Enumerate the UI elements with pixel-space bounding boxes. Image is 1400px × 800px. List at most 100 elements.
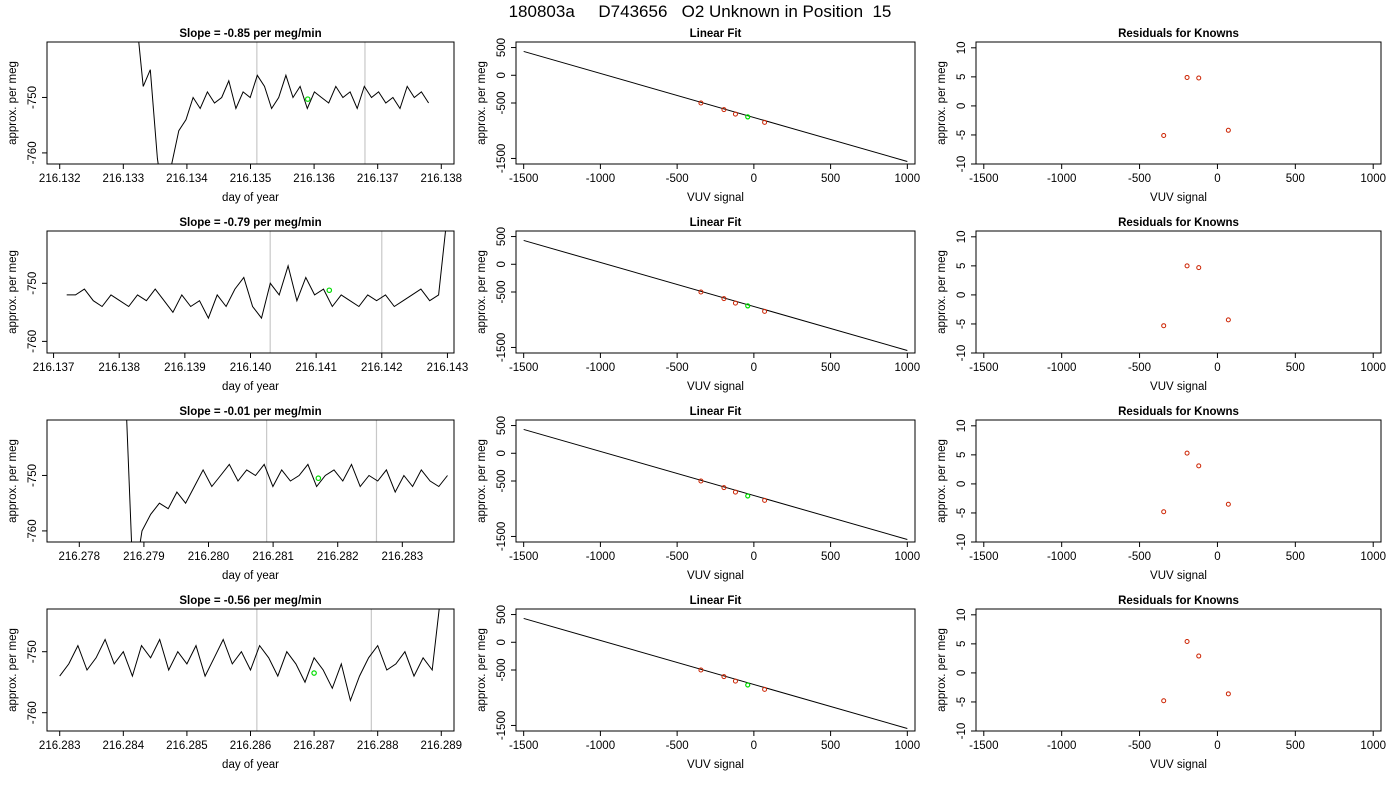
x-tick-label: 216.278 bbox=[59, 551, 101, 563]
panel-frame bbox=[46, 419, 455, 543]
x-tick-label: 216.139 bbox=[164, 362, 206, 374]
y-tick-label: -1500 bbox=[496, 711, 508, 740]
known-point bbox=[721, 674, 727, 680]
x-tick-label: 216.289 bbox=[420, 740, 462, 752]
x-tick-label: 216.143 bbox=[427, 362, 469, 374]
x-tick-label: 216.137 bbox=[33, 362, 75, 374]
unknown-point bbox=[745, 493, 751, 499]
x-tick-label: -500 bbox=[666, 173, 689, 185]
y-tick-label: -500 bbox=[496, 469, 508, 492]
y-tick-label: -500 bbox=[496, 91, 508, 114]
run-id: 180803a bbox=[508, 2, 575, 21]
y-axis-label: approx. per meg bbox=[7, 250, 19, 334]
x-tick-label: -1000 bbox=[586, 551, 615, 563]
panel-timeseries-2: Slope = -0.79 per meg/min day of year appr… bbox=[7, 217, 469, 393]
panel-frame bbox=[46, 41, 455, 165]
y-axis-label: approx. per meg bbox=[7, 628, 19, 712]
unknown-marker bbox=[315, 475, 322, 482]
x-tick-label: 0 bbox=[751, 362, 757, 374]
y-tick-label: 10 bbox=[956, 419, 968, 432]
y-tick-label: 5 bbox=[956, 452, 968, 458]
y-axis-label: approx. per meg bbox=[476, 439, 488, 523]
y-tick-label: -10 bbox=[956, 534, 968, 551]
y-tick-label: 0 bbox=[956, 292, 968, 298]
x-tick-label: 500 bbox=[821, 740, 840, 752]
x-tick-label: -1500 bbox=[509, 740, 538, 752]
unknown-point bbox=[745, 303, 751, 309]
panel-title: Slope = -0.85 per meg/min bbox=[179, 28, 321, 40]
series-trace bbox=[126, 420, 448, 542]
y-axis-label: approx. per meg bbox=[476, 61, 488, 145]
panel-frame bbox=[515, 41, 916, 165]
y-tick-label: -5 bbox=[956, 697, 968, 707]
x-tick-label: -1000 bbox=[586, 173, 615, 185]
y-axis-label: approx. per meg bbox=[936, 439, 948, 523]
panel-residuals-3: Residuals for Knowns VUV signal approx. pe… bbox=[936, 406, 1386, 582]
x-tick-label: 1000 bbox=[1360, 173, 1386, 185]
x-tick-label: 1000 bbox=[895, 173, 921, 185]
known-point bbox=[732, 111, 738, 117]
x-axis-label: VUV signal bbox=[687, 192, 744, 204]
x-tick-label: -1500 bbox=[969, 173, 998, 185]
residual-point bbox=[1184, 450, 1190, 456]
x-tick-label: 216.137 bbox=[357, 173, 399, 185]
y-tick-label: -760 bbox=[27, 519, 39, 542]
panel-title: Linear Fit bbox=[690, 28, 742, 40]
x-tick-label: -500 bbox=[1128, 362, 1151, 374]
x-tick-label: 216.286 bbox=[230, 740, 272, 752]
x-tick-label: 0 bbox=[1214, 362, 1220, 374]
known-point bbox=[698, 289, 704, 295]
tank-id: D743656 bbox=[598, 2, 668, 21]
y-tick-label: -10 bbox=[956, 345, 968, 362]
y-tick-label: 5 bbox=[956, 263, 968, 269]
panel-data-group bbox=[523, 428, 908, 540]
x-tick-label: 216.281 bbox=[252, 551, 294, 563]
x-tick-label: -1500 bbox=[509, 362, 538, 374]
known-point bbox=[721, 296, 727, 302]
residual-point bbox=[1225, 501, 1231, 507]
x-tick-label: 500 bbox=[1286, 551, 1305, 563]
y-tick-label: 0 bbox=[496, 261, 508, 267]
residual-point bbox=[1184, 74, 1190, 80]
x-axis-label: VUV signal bbox=[1150, 570, 1207, 582]
figure-title: 180803a D743656 O2 Unknown in Position 1… bbox=[0, 0, 1400, 24]
panel-timeseries-4: Slope = -0.56 per meg/min day of year appr… bbox=[7, 595, 462, 771]
residual-point bbox=[1161, 698, 1167, 704]
panel-residuals-1: Residuals for Knowns VUV signal approx. pe… bbox=[936, 28, 1386, 204]
x-tick-label: 216.134 bbox=[166, 173, 208, 185]
y-tick-label: -1500 bbox=[496, 522, 508, 551]
y-tick-label: 500 bbox=[496, 38, 508, 57]
x-tick-label: 216.284 bbox=[103, 740, 145, 752]
y-tick-label: -1500 bbox=[496, 333, 508, 362]
x-axis-label: day of year bbox=[222, 759, 279, 771]
known-point bbox=[762, 686, 768, 692]
y-tick-label: 0 bbox=[496, 72, 508, 78]
fit-line bbox=[523, 50, 908, 162]
y-axis-label: approx. per meg bbox=[476, 250, 488, 334]
y-tick-label: -10 bbox=[956, 156, 968, 173]
y-tick-label: 10 bbox=[956, 230, 968, 243]
residual-point bbox=[1196, 265, 1202, 271]
panel-linear-fit-2: Linear Fit VUV signal approx. per meg -1500… bbox=[476, 217, 920, 393]
x-tick-label: 216.287 bbox=[293, 740, 335, 752]
panel-residuals-2: Residuals for Knowns VUV signal approx. pe… bbox=[936, 217, 1386, 393]
y-tick-label: -1500 bbox=[496, 144, 508, 173]
x-tick-label: 216.282 bbox=[317, 551, 359, 563]
x-tick-label: -1500 bbox=[509, 551, 538, 563]
x-tick-label: 216.138 bbox=[420, 173, 462, 185]
residual-point bbox=[1196, 75, 1202, 81]
series-trace bbox=[66, 231, 447, 320]
x-tick-label: 216.133 bbox=[103, 173, 145, 185]
x-tick-label: 0 bbox=[751, 740, 757, 752]
panel-frame bbox=[975, 230, 1382, 354]
x-axis-label: VUV signal bbox=[1150, 381, 1207, 393]
fit-line bbox=[523, 239, 908, 351]
y-axis-label: approx. per meg bbox=[936, 628, 948, 712]
x-tick-label: -500 bbox=[1128, 740, 1151, 752]
x-tick-label: 216.138 bbox=[98, 362, 140, 374]
x-tick-label: 500 bbox=[821, 551, 840, 563]
x-axis-label: VUV signal bbox=[687, 570, 744, 582]
x-tick-label: 216.279 bbox=[123, 551, 165, 563]
